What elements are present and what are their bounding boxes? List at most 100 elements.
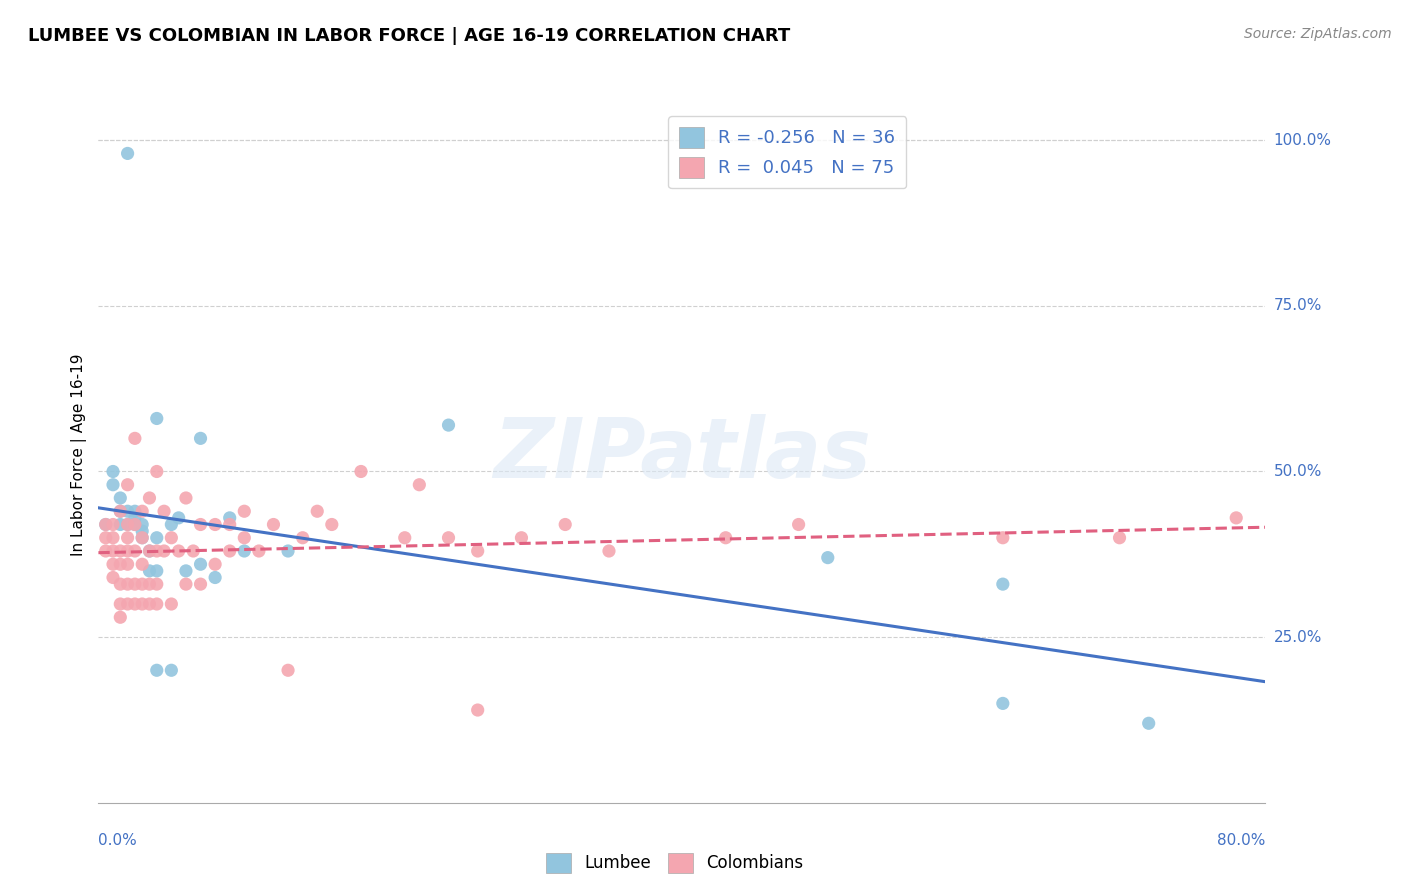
Y-axis label: In Labor Force | Age 16-19: In Labor Force | Age 16-19 (72, 353, 87, 557)
Point (291, 531, 314, 545)
Point (190, 558, 212, 572)
Point (408, 477, 430, 491)
Point (138, 577, 160, 591)
Point (190, 431, 212, 445)
Point (218, 511, 240, 525)
Point (138, 597, 160, 611)
Point (110, 544, 132, 558)
Point (110, 597, 132, 611)
Point (117, 597, 139, 611)
Point (110, 504, 132, 518)
Point (153, 504, 176, 518)
Point (131, 577, 153, 591)
Point (160, 597, 183, 611)
Point (160, 663, 183, 677)
Point (117, 146, 139, 161)
Point (124, 597, 146, 611)
Point (124, 431, 146, 445)
Point (110, 558, 132, 572)
Point (467, 544, 489, 558)
Point (138, 491, 160, 505)
Text: Source: ZipAtlas.com: Source: ZipAtlas.com (1244, 27, 1392, 41)
Text: 100.0%: 100.0% (1274, 133, 1331, 148)
Point (174, 577, 197, 591)
Point (817, 550, 839, 565)
Text: 80.0%: 80.0% (1218, 833, 1265, 848)
Point (146, 544, 169, 558)
Legend: Lumbee, Colombians: Lumbee, Colombians (540, 847, 810, 880)
Point (101, 477, 124, 491)
Point (101, 544, 124, 558)
Text: 0.0%: 0.0% (98, 833, 138, 848)
Point (233, 504, 256, 518)
Point (110, 504, 132, 518)
Point (554, 517, 576, 532)
Point (181, 544, 204, 558)
Point (160, 531, 183, 545)
Text: 25.0%: 25.0% (1274, 630, 1322, 645)
Text: 75.0%: 75.0% (1274, 298, 1322, 313)
Point (467, 703, 489, 717)
Point (117, 577, 139, 591)
Point (991, 577, 1014, 591)
Point (167, 511, 190, 525)
Point (110, 491, 132, 505)
Legend: R = -0.256   N = 36, R =  0.045   N = 75: R = -0.256 N = 36, R = 0.045 N = 75 (668, 116, 907, 188)
Point (277, 544, 299, 558)
Point (138, 544, 160, 558)
Point (153, 544, 176, 558)
Point (131, 558, 153, 572)
Point (131, 531, 153, 545)
Point (174, 491, 197, 505)
Point (991, 531, 1014, 545)
Point (94, 544, 117, 558)
Point (124, 577, 146, 591)
Point (437, 418, 460, 433)
Point (117, 558, 139, 572)
Point (350, 465, 373, 479)
Point (247, 544, 270, 558)
Point (110, 610, 132, 624)
Point (218, 517, 240, 532)
Point (101, 517, 124, 532)
Point (110, 517, 132, 532)
Point (1137, 716, 1160, 731)
Point (190, 577, 212, 591)
Point (218, 544, 240, 558)
Point (277, 663, 299, 677)
Point (146, 577, 169, 591)
Point (101, 531, 124, 545)
Point (190, 517, 212, 532)
Point (138, 544, 160, 558)
Text: LUMBEE VS COLOMBIAN IN LABOR FORCE | AGE 16-19 CORRELATION CHART: LUMBEE VS COLOMBIAN IN LABOR FORCE | AGE… (28, 27, 790, 45)
Point (117, 477, 139, 491)
Point (138, 564, 160, 578)
Point (394, 531, 416, 545)
Point (117, 504, 139, 518)
Point (117, 517, 139, 532)
Point (124, 517, 146, 532)
Point (124, 517, 146, 532)
Point (174, 564, 197, 578)
Point (233, 544, 256, 558)
Point (131, 597, 153, 611)
Point (146, 411, 169, 425)
Point (146, 564, 169, 578)
Point (124, 544, 146, 558)
Point (167, 544, 190, 558)
Point (321, 517, 343, 532)
Point (101, 570, 124, 584)
Point (991, 697, 1014, 711)
Point (160, 517, 183, 532)
Point (146, 663, 169, 677)
Point (94, 531, 117, 545)
Point (787, 517, 810, 532)
Point (146, 597, 169, 611)
Point (131, 531, 153, 545)
Point (1108, 531, 1130, 545)
Point (101, 465, 124, 479)
Point (1225, 511, 1247, 525)
Point (131, 517, 153, 532)
Point (307, 504, 329, 518)
Text: 50.0%: 50.0% (1274, 464, 1322, 479)
